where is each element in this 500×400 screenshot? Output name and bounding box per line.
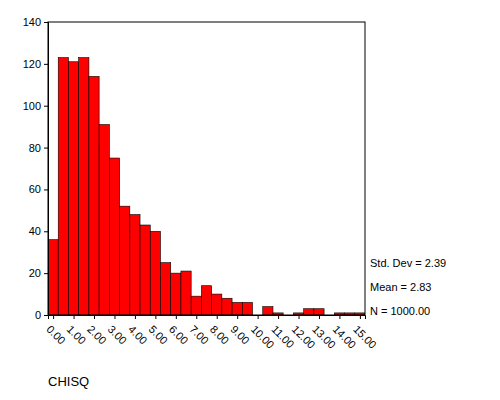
x-tick-mark xyxy=(155,315,156,319)
x-tick-mark xyxy=(74,315,75,319)
annotation: Mean = 2.83 xyxy=(370,281,431,293)
bar xyxy=(109,158,119,315)
bar xyxy=(140,225,150,315)
x-tick-mark xyxy=(278,315,279,319)
annotation: N = 1000.00 xyxy=(370,305,430,317)
annotations: Std. Dev = 2.39 Mean = 2.83 N = 1000.00 xyxy=(370,257,446,317)
x-tick-label: 6.00 xyxy=(167,323,191,347)
y-tick-mark xyxy=(44,189,48,190)
x-tick-label: 9.00 xyxy=(228,323,252,347)
x-tick-label: 5.00 xyxy=(147,323,171,347)
y-tick: 20 xyxy=(29,267,48,279)
bar xyxy=(160,263,170,315)
x-tick-label: 8.00 xyxy=(208,323,232,347)
bar xyxy=(201,286,211,315)
y-tick: 60 xyxy=(29,183,48,195)
bar xyxy=(89,76,99,315)
bar xyxy=(263,307,273,315)
y-tick: 40 xyxy=(29,225,48,237)
bar xyxy=(58,58,68,315)
bar xyxy=(191,296,201,315)
x-axis: 0.001.002.003.004.005.006.007.008.009.00… xyxy=(44,315,379,351)
y-tick-label: 80 xyxy=(29,142,41,154)
bar xyxy=(212,294,222,315)
annotation: Std. Dev = 2.39 xyxy=(370,257,446,269)
x-axis-line xyxy=(49,316,366,320)
y-tick: 0 xyxy=(35,309,48,321)
x-tick-mark xyxy=(299,315,300,319)
y-tick-mark xyxy=(44,64,48,65)
x-tick-mark xyxy=(339,315,340,319)
y-tick-label: 20 xyxy=(29,267,41,279)
x-tick-mark xyxy=(217,315,218,319)
bars xyxy=(48,58,365,315)
y-tick: 100 xyxy=(23,100,48,112)
y-tick-mark xyxy=(44,315,48,316)
y-tick-mark xyxy=(44,273,48,274)
x-tick-mark xyxy=(135,315,136,319)
y-tick-mark xyxy=(44,106,48,107)
y-tick-label: 60 xyxy=(29,183,41,195)
y-tick-mark xyxy=(44,231,48,232)
chart: 0 20 40 60 80 100 120 140 0.001.002.003.004.005.… xyxy=(0,0,500,400)
x-tick-mark xyxy=(237,315,238,319)
bar xyxy=(242,302,252,315)
x-tick-mark xyxy=(196,315,197,319)
bar xyxy=(171,273,181,315)
x-axis-title: CHISQ xyxy=(48,374,89,389)
x-tick-mark xyxy=(319,315,320,319)
bar xyxy=(232,302,242,315)
plot: 0 20 40 60 80 100 120 140 0.001.002.003.004.005.… xyxy=(23,16,379,351)
bar xyxy=(130,215,140,315)
x-tick-mark xyxy=(360,315,361,319)
x-tick-label: 7.00 xyxy=(187,323,211,347)
y-tick: 120 xyxy=(23,58,48,70)
x-tick-mark xyxy=(114,315,115,319)
x-tick-mark xyxy=(94,315,95,319)
x-tick-label: 0.00 xyxy=(44,323,68,347)
x-tick: 15.00 xyxy=(351,315,379,351)
y-tick-label: 140 xyxy=(23,16,41,28)
plot-frame xyxy=(48,22,365,315)
y-tick-mark xyxy=(44,22,48,23)
bar xyxy=(150,231,160,315)
x-tick-label: 4.00 xyxy=(126,323,150,347)
x-tick-label: 11.00 xyxy=(269,323,296,350)
bar xyxy=(120,206,130,315)
y-axis-line xyxy=(44,23,49,316)
y-tick-label: 100 xyxy=(23,100,41,112)
bar xyxy=(79,58,89,315)
y-tick-mark xyxy=(44,148,48,149)
x-tick-mark xyxy=(258,315,259,319)
x-tick-mark xyxy=(176,315,177,319)
bar xyxy=(222,298,232,315)
x-tick-mark xyxy=(53,315,54,319)
bar xyxy=(304,309,314,315)
bar xyxy=(99,125,109,315)
x-tick-label: 1.00 xyxy=(65,323,89,347)
bar xyxy=(181,271,191,315)
x-tick-label: 15.00 xyxy=(351,323,379,351)
y-tick-label: 120 xyxy=(23,58,41,70)
x-tick-label: 3.00 xyxy=(106,323,130,347)
x-tick-label: 2.00 xyxy=(85,323,109,347)
bar xyxy=(48,240,58,315)
y-tick: 140 xyxy=(23,16,48,28)
y-axis: 0 20 40 60 80 100 120 140 xyxy=(23,16,49,321)
y-tick-label: 40 xyxy=(29,225,41,237)
y-tick-label: 0 xyxy=(35,309,41,321)
bar xyxy=(314,309,324,315)
y-tick: 80 xyxy=(29,142,48,154)
bar xyxy=(68,62,78,315)
